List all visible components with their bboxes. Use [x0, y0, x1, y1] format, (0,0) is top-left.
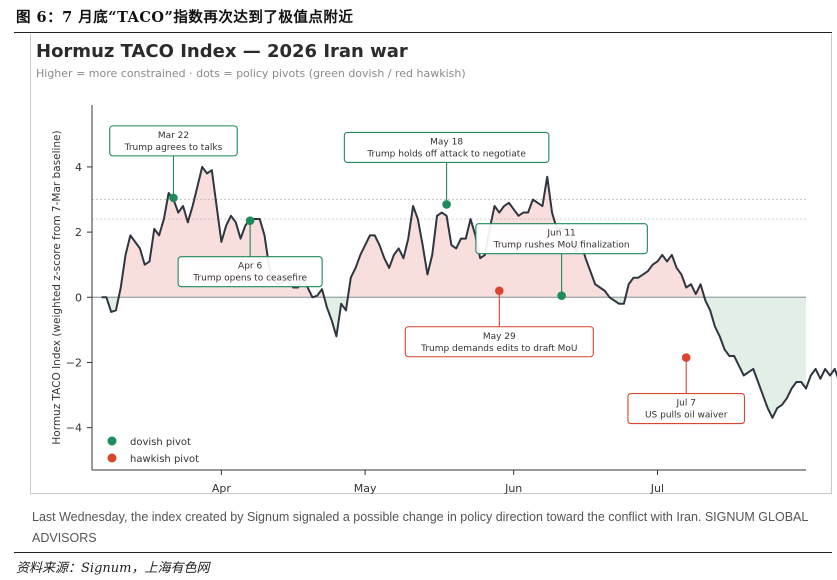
- y-axis-label: Hormuz TACO Index (weighted z-score from…: [51, 130, 63, 444]
- pivot-dot: [681, 353, 691, 362]
- pivot-text: Trump demands edits to draft MoU: [420, 344, 577, 354]
- pivot-box: [404, 326, 594, 358]
- x-tick-label: Jun: [504, 482, 522, 495]
- x-tick-label: Jul: [650, 482, 664, 495]
- figure-caption: Last Wednesday, the index created by Sig…: [32, 510, 808, 545]
- fill-layer: [101, 166, 806, 418]
- pivot-date-label: Mar 22: [158, 131, 189, 141]
- header-rule: [14, 32, 832, 33]
- y-tick-label: 2: [75, 226, 82, 239]
- y-tick-label: −2: [66, 356, 82, 369]
- figure-header: 图 6：7 月底“TACO”指数再次达到了极值点附近: [16, 9, 354, 26]
- legend-marker: [107, 436, 117, 446]
- y-tick-label: 0: [75, 291, 82, 304]
- pivot-date-label: Apr 6: [238, 262, 262, 272]
- footer-rule: [14, 552, 832, 553]
- y-tick: −4: [66, 422, 92, 435]
- legend-entry: hawkish pivot: [107, 453, 199, 465]
- pivot-date-label: Jul 7: [675, 399, 695, 409]
- chart-subtitle: Higher = more constrained · dots = polic…: [36, 67, 466, 80]
- pivot-dot: [495, 286, 504, 296]
- pivot-text: US pulls oil waiver: [645, 411, 728, 421]
- legend-marker: [107, 453, 117, 463]
- x-tick: Apr: [212, 470, 232, 495]
- x-tick-label: Apr: [212, 482, 232, 495]
- legend-label: dovish pivot: [130, 437, 191, 448]
- x-tick: Jul: [650, 470, 664, 495]
- pivot-text: Trump agrees to talks: [124, 143, 223, 153]
- pivot-annotation: Jun 11 Trump rushes MoU finalization: [475, 223, 648, 300]
- pivot-annotation: Mar 22 Trump agrees to talks: [109, 125, 238, 203]
- pivot-annotation: May 18 Trump holds off attack to negotiat…: [343, 131, 550, 209]
- y-tick: 0: [75, 291, 92, 304]
- pivot-date-label: Jun 11: [546, 229, 575, 239]
- y-tick: 4: [75, 161, 92, 174]
- pivot-annotation: May 29 Trump demands edits to draft MoU: [404, 286, 594, 358]
- pivot-annotation: Jul 7 US pulls oil waiver: [627, 353, 746, 425]
- pivot-box: [109, 125, 238, 157]
- pivot-text: Trump rushes MoU finalization: [493, 241, 630, 251]
- pivot-annotations: Mar 22 Trump agrees to talks Apr 6 Trump op…: [109, 125, 746, 425]
- y-tick-label: −4: [66, 422, 82, 435]
- pivot-dot: [169, 193, 178, 203]
- pivot-box: [177, 256, 323, 288]
- negative-area: [101, 297, 806, 418]
- legend: dovish pivot hawkish pivot: [107, 436, 199, 465]
- y-tick: 2: [75, 226, 92, 239]
- pivot-text: Trump opens to ceasefire: [192, 274, 307, 284]
- pivot-dot: [557, 291, 566, 300]
- legend-entry: dovish pivot: [107, 436, 191, 448]
- pivot-annotation: Apr 6 Trump opens to ceasefire: [177, 216, 323, 288]
- y-tick: −2: [66, 356, 92, 369]
- x-axis-ticks: Apr May Jun Jul: [212, 470, 664, 495]
- pivot-dot: [442, 200, 451, 209]
- positive-area: [118, 166, 705, 298]
- y-axis-ticks: −4 −2 0 2 4: [66, 161, 92, 435]
- y-tick-label: 4: [75, 161, 82, 174]
- pivot-box: [475, 223, 648, 255]
- pivot-box: [343, 131, 550, 163]
- pivot-date-label: May 29: [483, 332, 516, 342]
- x-tick-label: May: [354, 482, 377, 495]
- line-chart: −4 −2 0 2 4 Apr May Jun Jul Hormuz TACO Index (…: [51, 105, 837, 495]
- source-note: 资料来源：Signum，上海有色网: [16, 561, 210, 576]
- x-tick: Jun: [504, 470, 522, 495]
- chart-title: Hormuz TACO Index — 2026 Iran war: [36, 41, 408, 62]
- x-tick: May: [354, 470, 377, 495]
- pivot-date-label: May 18: [430, 137, 463, 147]
- reference-lines: [92, 199, 806, 220]
- pivot-dot: [245, 216, 255, 225]
- pivot-text: Trump holds off attack to negotiate: [366, 149, 526, 159]
- legend-label: hawkish pivot: [130, 454, 199, 465]
- pivot-box: [627, 393, 746, 425]
